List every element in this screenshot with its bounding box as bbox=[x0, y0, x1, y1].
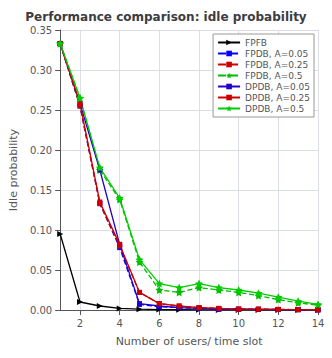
svg-text:8: 8 bbox=[196, 318, 202, 329]
svg-text:DPDB, A=0.5: DPDB, A=0.5 bbox=[245, 104, 304, 114]
svg-text:12: 12 bbox=[272, 318, 285, 329]
svg-text:0.00: 0.00 bbox=[30, 305, 52, 316]
svg-text:DPDB, A=0.05: DPDB, A=0.05 bbox=[245, 82, 310, 92]
svg-text:0.05: 0.05 bbox=[30, 265, 52, 276]
svg-text:FPDB, A=0.5: FPDB, A=0.5 bbox=[245, 71, 302, 81]
svg-text:2: 2 bbox=[77, 318, 83, 329]
svg-text:14: 14 bbox=[312, 318, 325, 329]
svg-text:DPDB, A=0.25: DPDB, A=0.25 bbox=[245, 93, 310, 103]
svg-text:0.35: 0.35 bbox=[30, 25, 52, 36]
svg-text:FPDB, A=0.25: FPDB, A=0.25 bbox=[245, 60, 308, 70]
svg-text:0.20: 0.20 bbox=[30, 145, 52, 156]
svg-text:0.30: 0.30 bbox=[30, 65, 52, 76]
svg-text:0.10: 0.10 bbox=[30, 225, 52, 236]
svg-text:6: 6 bbox=[156, 318, 162, 329]
svg-text:Performance comparison: idle p: Performance comparison: idle probability bbox=[25, 10, 307, 24]
svg-text:4: 4 bbox=[116, 318, 122, 329]
svg-text:FPFB: FPFB bbox=[245, 38, 267, 48]
svg-text:0.25: 0.25 bbox=[30, 105, 52, 116]
svg-text:0.15: 0.15 bbox=[30, 185, 52, 196]
svg-text:Idle probability: Idle probability bbox=[7, 128, 20, 211]
svg-text:FPDB, A=0.05: FPDB, A=0.05 bbox=[245, 49, 308, 59]
svg-text:Number of users/ time slot: Number of users/ time slot bbox=[116, 335, 264, 348]
svg-text:10: 10 bbox=[232, 318, 245, 329]
